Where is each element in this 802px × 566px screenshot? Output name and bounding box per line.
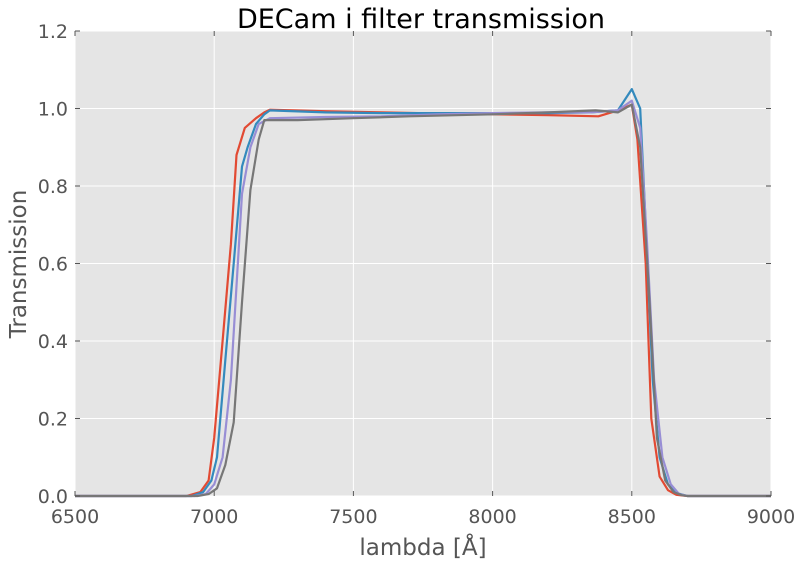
- y-tick-label: 1.2: [38, 21, 68, 43]
- x-axis-label: lambda [Å]: [359, 533, 486, 561]
- y-tick-label: 0.4: [38, 331, 68, 353]
- x-tick-label: 7000: [190, 506, 238, 528]
- y-tick-label: 0.6: [38, 254, 68, 276]
- series-line-3: [75, 99, 771, 498]
- y-tick-labels: 0.0 0.2 0.4 0.6 0.8 1.0 1.2: [38, 21, 68, 508]
- grid-lines: [74, 30, 772, 497]
- y-axis-label: Transmission: [6, 190, 32, 340]
- y-tick-label: 0.8: [38, 176, 68, 198]
- x-tick-label: 8000: [468, 506, 516, 528]
- series-group: [75, 88, 771, 498]
- tick-marks: [74, 30, 772, 497]
- series-line-4: [75, 103, 771, 498]
- x-tick-labels: 6500 7000 7500 8000 8500 9000: [51, 506, 795, 528]
- chart-title: DECam i filter transmission: [237, 4, 605, 35]
- y-tick-label: 0.0: [38, 486, 68, 508]
- x-tick-label: 9000: [747, 506, 795, 528]
- x-tick-label: 7500: [329, 506, 377, 528]
- y-tick-label: 1.0: [38, 99, 68, 121]
- x-tick-label: 6500: [51, 506, 99, 528]
- x-tick-label: 8500: [608, 506, 656, 528]
- y-tick-label: 0.2: [38, 409, 68, 431]
